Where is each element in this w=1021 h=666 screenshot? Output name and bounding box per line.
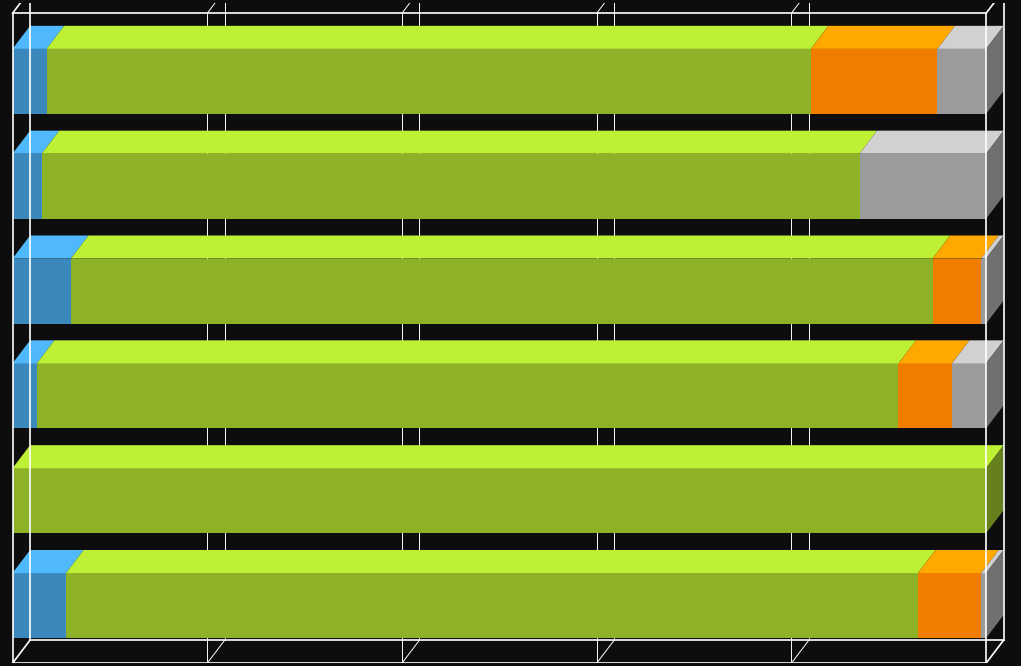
Bar <box>12 468 986 533</box>
Polygon shape <box>932 236 999 258</box>
Polygon shape <box>986 131 1004 218</box>
Bar <box>37 364 898 428</box>
Polygon shape <box>12 445 1004 468</box>
Bar <box>932 258 981 324</box>
Bar <box>12 364 37 428</box>
Bar <box>12 258 70 324</box>
Bar <box>898 364 952 428</box>
Polygon shape <box>12 26 64 49</box>
Bar <box>47 49 811 114</box>
Polygon shape <box>66 550 935 573</box>
Polygon shape <box>952 340 1004 364</box>
Bar <box>981 258 986 324</box>
Polygon shape <box>12 131 59 154</box>
Bar <box>12 49 47 114</box>
Polygon shape <box>981 236 1004 258</box>
Polygon shape <box>918 550 999 573</box>
Polygon shape <box>860 131 1004 154</box>
Polygon shape <box>12 340 54 364</box>
Polygon shape <box>986 26 1004 114</box>
Polygon shape <box>937 26 1004 49</box>
Bar <box>66 573 918 638</box>
Polygon shape <box>37 340 916 364</box>
Polygon shape <box>12 236 89 258</box>
Bar <box>70 258 932 324</box>
Bar <box>860 154 986 218</box>
Polygon shape <box>47 26 828 49</box>
Polygon shape <box>986 236 1004 324</box>
Polygon shape <box>811 26 955 49</box>
Bar <box>937 49 986 114</box>
Polygon shape <box>12 550 84 573</box>
Bar <box>981 573 986 638</box>
Polygon shape <box>986 550 1004 638</box>
Bar <box>918 573 981 638</box>
Bar <box>12 154 42 218</box>
Bar <box>952 364 986 428</box>
Polygon shape <box>986 340 1004 428</box>
Polygon shape <box>986 445 1004 533</box>
Polygon shape <box>42 131 877 154</box>
Bar <box>42 154 860 218</box>
Polygon shape <box>898 340 970 364</box>
Bar <box>811 49 937 114</box>
Polygon shape <box>70 236 951 258</box>
Polygon shape <box>981 550 1004 573</box>
Bar <box>12 573 66 638</box>
